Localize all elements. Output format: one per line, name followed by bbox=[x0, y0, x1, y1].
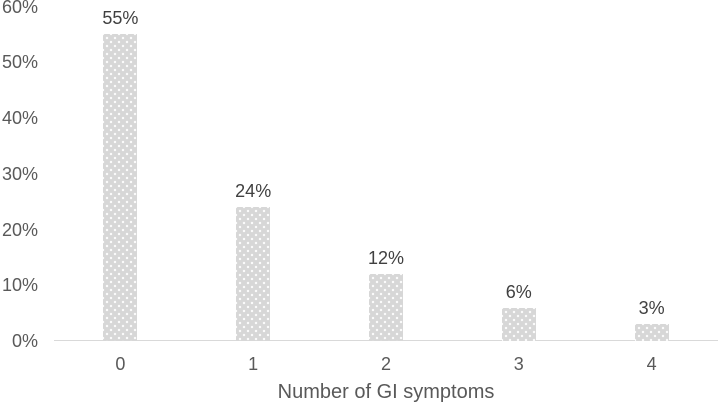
y-tick-label: 0% bbox=[11, 331, 38, 351]
y-tick-label: 50% bbox=[1, 52, 38, 73]
data-label: 24% bbox=[235, 181, 272, 202]
data-label: 55% bbox=[102, 8, 139, 29]
data-label: 12% bbox=[367, 248, 405, 269]
y-tick-label: 30% bbox=[1, 163, 38, 184]
x-axis-title: Number of GI symptoms bbox=[277, 381, 495, 403]
x-tick-label: 2 bbox=[380, 354, 391, 374]
y-tick-label: 60% bbox=[1, 0, 38, 17]
y-tick-label: 10% bbox=[1, 275, 38, 296]
y-tick-label: 20% bbox=[1, 219, 38, 240]
bar-category-3 bbox=[501, 307, 536, 341]
x-tick-label: 4 bbox=[646, 354, 657, 374]
x-tick-label: 1 bbox=[248, 354, 259, 374]
x-tick-label: 3 bbox=[513, 354, 524, 374]
bar-category-0 bbox=[103, 34, 138, 341]
bar-category-4 bbox=[634, 324, 669, 341]
y-tick-label: 40% bbox=[1, 108, 38, 128]
data-label: 3% bbox=[638, 298, 665, 319]
data-label: 6% bbox=[505, 281, 532, 302]
x-tick-label: 0 bbox=[115, 354, 126, 374]
bar-category-2 bbox=[369, 274, 403, 341]
bar-category-1 bbox=[236, 207, 271, 341]
